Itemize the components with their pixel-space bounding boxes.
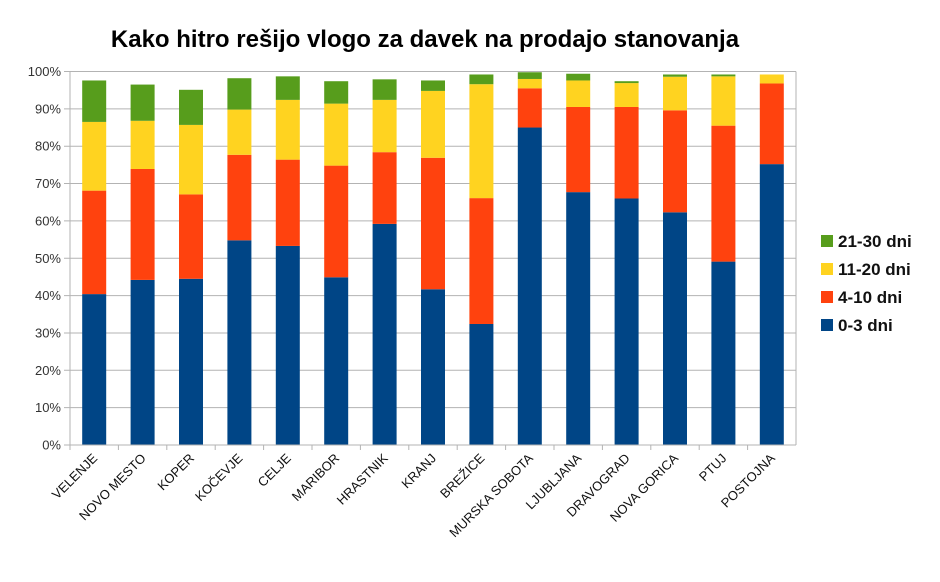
x-tick-label: CELJE <box>255 450 294 489</box>
bar-segment <box>372 99 397 153</box>
bar-segment <box>517 78 542 89</box>
bar-segment <box>421 157 445 290</box>
bar-segment <box>324 277 349 445</box>
bar-segment <box>130 168 155 280</box>
legend-swatch <box>821 291 833 303</box>
bar-segment <box>566 80 591 107</box>
bar-segment <box>421 90 445 158</box>
bar-segment <box>663 74 687 77</box>
bar-segment <box>566 73 591 81</box>
x-tick-label: BREŽICE <box>437 450 488 501</box>
bar-segment <box>663 212 687 445</box>
bar-segment <box>469 84 494 199</box>
bar-segment <box>130 120 155 169</box>
y-tick-label: 20% <box>35 363 61 378</box>
bar-segment <box>275 159 300 246</box>
bar-segment <box>324 81 349 104</box>
bars <box>82 72 784 446</box>
legend-label: 11-20 dni <box>838 260 911 279</box>
bar-segment <box>82 80 107 122</box>
bar-segment <box>372 223 397 445</box>
bar-segment <box>130 279 155 445</box>
x-tick-label: HRASTNIK <box>334 450 391 507</box>
x-tick-label: VELENJE <box>49 450 101 502</box>
bar-segment <box>179 124 203 195</box>
legend-label: 4-10 dni <box>838 288 902 307</box>
bar-segment <box>372 79 397 100</box>
bar-segment <box>469 74 494 85</box>
bar-segment <box>179 278 203 445</box>
bar-segment <box>179 89 203 125</box>
bar-segment <box>614 106 639 199</box>
bar-segment <box>469 198 494 324</box>
bar-segment <box>711 125 736 262</box>
bar-segment <box>421 80 445 91</box>
bar-segment <box>275 76 300 100</box>
x-tick-label: MURSKA SOBOTA <box>446 450 536 540</box>
bar-segment <box>566 106 591 193</box>
legend-swatch <box>821 319 833 331</box>
bar-segment <box>324 103 349 166</box>
bar-segment <box>82 190 107 295</box>
bar-segment <box>517 88 542 128</box>
bar-segment <box>711 261 736 445</box>
bar-segment <box>372 152 397 224</box>
bar-segment <box>227 78 252 110</box>
bar-segment <box>759 83 784 165</box>
bar-segment <box>82 294 107 445</box>
y-tick-label: 0% <box>42 438 61 453</box>
y-tick-label: 70% <box>35 176 61 191</box>
bar-segment <box>82 121 107 191</box>
legend-swatch <box>821 263 833 275</box>
bar-segment <box>324 165 349 278</box>
bar-segment <box>227 109 252 155</box>
bar-segment <box>130 84 155 121</box>
x-tick-label: KOČEVJE <box>192 450 246 504</box>
bar-segment <box>566 192 591 445</box>
bar-segment <box>227 154 252 241</box>
bar-segment <box>614 81 639 84</box>
bar-segment <box>711 76 736 126</box>
bar-segment <box>179 194 203 279</box>
legend: 21-30 dni 11-20 dni 4-10 dni 0-3 dni <box>821 232 912 335</box>
bar-segment <box>227 240 252 445</box>
bar-segment <box>663 110 687 213</box>
y-tick-label: 50% <box>35 251 61 266</box>
bar-segment <box>614 198 639 445</box>
y-tick-label: 100% <box>28 64 62 79</box>
x-tick-label: KOPER <box>154 451 197 494</box>
bar-segment <box>614 83 639 107</box>
bar-segment <box>517 72 542 79</box>
bar-segment <box>275 99 300 160</box>
bar-segment <box>517 127 542 446</box>
bar-segment <box>663 76 687 111</box>
y-tick-label: 90% <box>35 101 61 116</box>
y-tick-label: 80% <box>35 139 61 154</box>
bar-segment <box>469 323 494 445</box>
bar-segment <box>711 74 736 77</box>
bar-segment <box>759 74 784 84</box>
bar-segment <box>275 245 300 445</box>
legend-swatch <box>821 235 833 247</box>
bar-segment <box>759 164 784 446</box>
y-tick-label: 10% <box>35 400 61 415</box>
y-tick-label: 40% <box>35 288 61 303</box>
legend-label: 0-3 dni <box>838 316 893 335</box>
y-tick-label: 30% <box>35 325 61 340</box>
bar-segment <box>421 289 445 445</box>
legend-label: 21-30 dni <box>838 232 912 251</box>
y-tick-label: 60% <box>35 213 61 228</box>
x-tick-label: PTUJ <box>696 451 730 485</box>
chart-title: Kako hitro rešijo vlogo za davek na prod… <box>111 26 740 53</box>
x-tick-label: KRANJ <box>398 451 439 492</box>
